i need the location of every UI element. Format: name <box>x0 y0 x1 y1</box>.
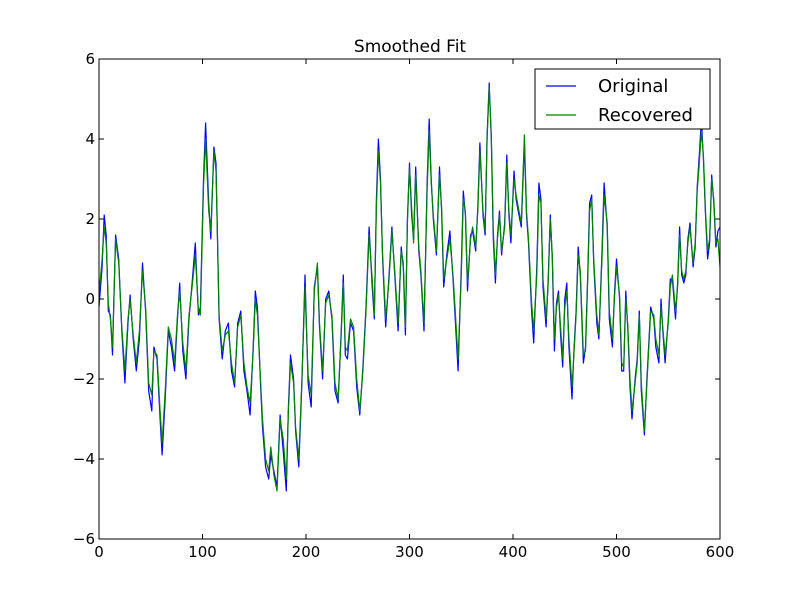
y-tick-label: 6 <box>85 50 95 68</box>
x-tick-label: 400 <box>499 543 528 561</box>
chart-title: Smoothed Fit <box>354 37 467 57</box>
x-tick-label: 100 <box>188 543 217 561</box>
axis-ticks: 0 100 200 300 400 500 600 −6 −4 −2 0 2 4 6 <box>73 50 734 561</box>
legend-label-original: Original <box>598 76 668 97</box>
y-tick-label: 0 <box>85 290 95 308</box>
legend-label-recovered: Recovered <box>598 105 693 126</box>
y-tick-label: 2 <box>85 210 95 228</box>
y-tick-label: 4 <box>85 130 95 148</box>
x-tick-label: 300 <box>395 543 424 561</box>
x-tick-label: 0 <box>94 543 104 561</box>
series-group <box>99 82 720 492</box>
x-tick-label: 600 <box>706 543 735 561</box>
legend-box <box>534 68 711 130</box>
y-tick-label: −6 <box>73 530 95 548</box>
x-tick-label: 500 <box>602 543 631 561</box>
x-tick-label: 200 <box>292 543 321 561</box>
plot-area <box>98 58 721 540</box>
legend: Original Recovered <box>534 68 711 130</box>
series-line-recovered <box>99 86 720 492</box>
y-tick-label: −2 <box>73 370 95 388</box>
y-tick-label: −4 <box>73 450 95 468</box>
